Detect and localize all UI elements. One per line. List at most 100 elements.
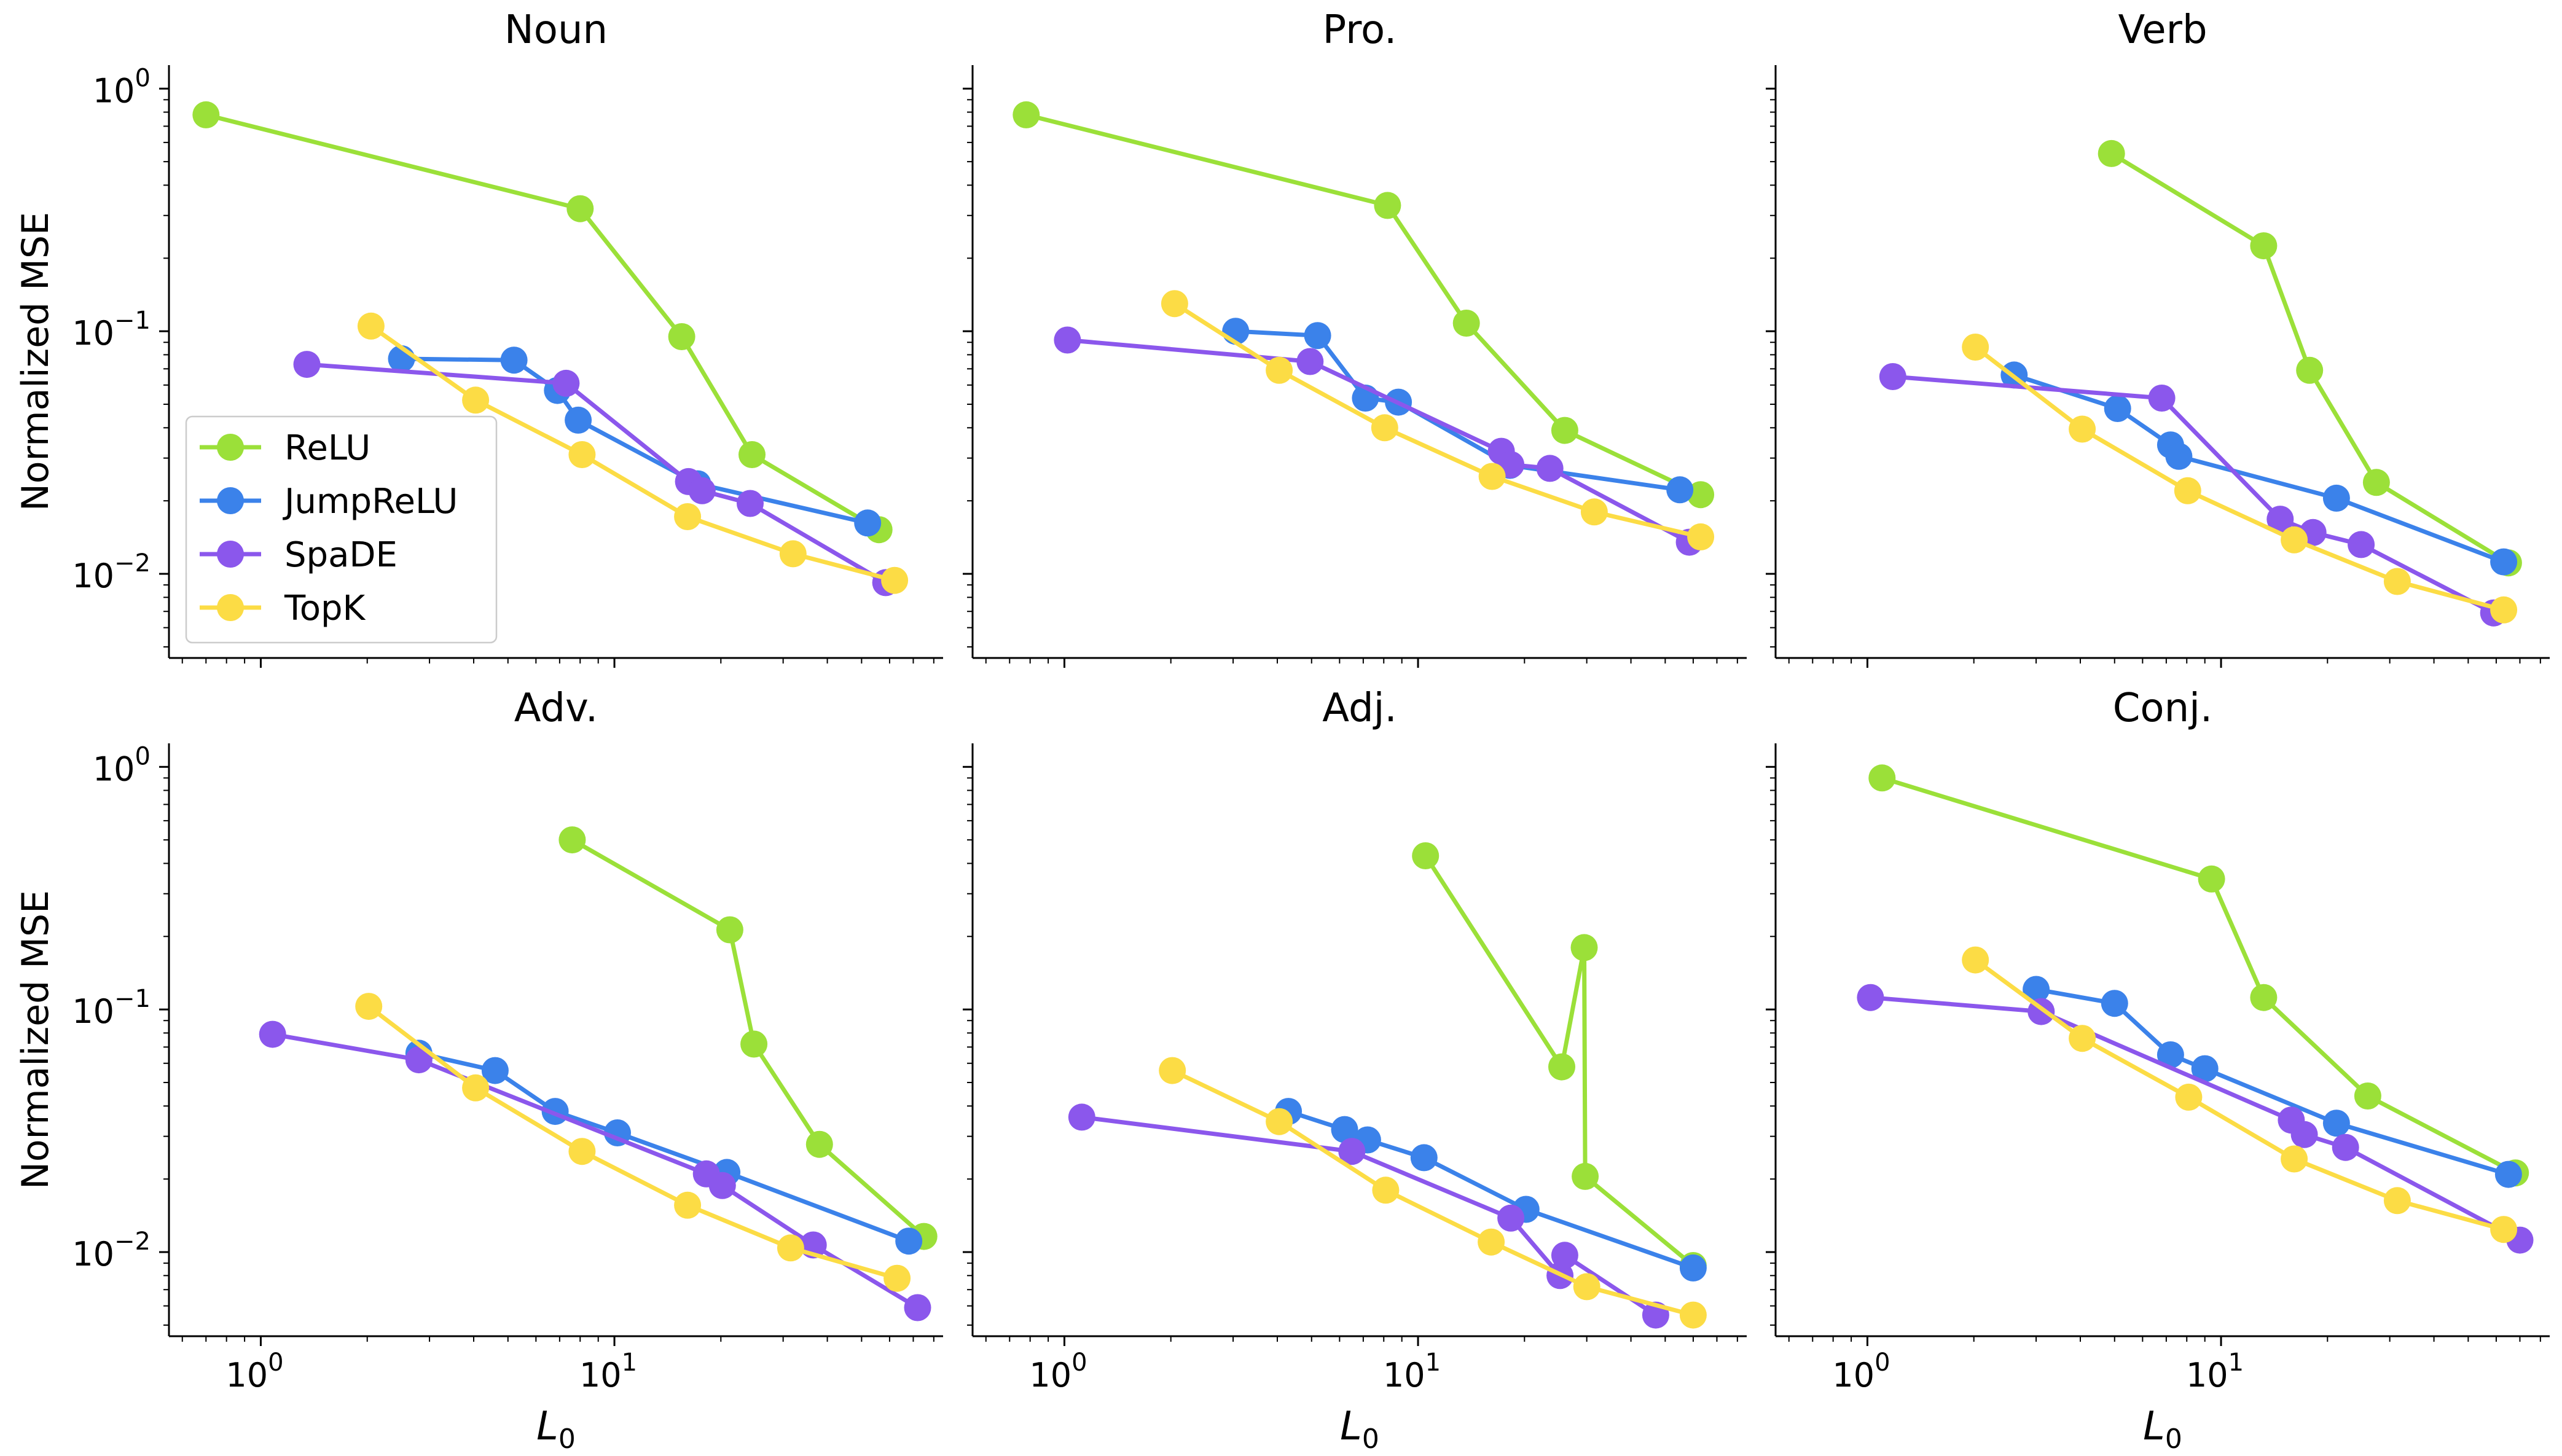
y-tick-label: 100 [93, 64, 151, 110]
x-axis-label: L0 [2143, 1404, 2182, 1455]
data-point [1478, 463, 1506, 490]
data-point [2250, 984, 2278, 1011]
data-point [558, 826, 586, 854]
x-tick-label: 101 [579, 1348, 637, 1395]
data-point [2290, 1121, 2318, 1148]
data-point [1666, 476, 1694, 504]
series-line [401, 356, 868, 525]
legend-label: TopK [284, 589, 366, 628]
series-topk [1159, 1057, 1707, 1329]
data-point [2175, 1083, 2203, 1111]
panel-pro: Pro. [963, 7, 1747, 668]
series-line [1025, 112, 1702, 497]
data-point [674, 1191, 702, 1219]
series-line [2013, 373, 2505, 564]
x-axis-label: L0 [536, 1404, 576, 1455]
data-point [1551, 1242, 1578, 1269]
data-point [674, 503, 702, 530]
data-point [738, 441, 766, 468]
x-axis-label: L0 [1340, 1404, 1379, 1455]
data-point [1452, 310, 1480, 337]
data-point [1548, 1053, 1575, 1081]
data-point [1687, 523, 1715, 550]
panel-title: Pro. [1323, 7, 1397, 53]
panel-title: Noun [504, 7, 608, 53]
x-tick-label: 101 [1383, 1348, 1441, 1395]
data-point [259, 1020, 286, 1048]
legend-label: JumpReLU [283, 482, 458, 522]
data-point [2191, 1055, 2219, 1082]
y-tick-label: 10−2 [72, 1227, 151, 1274]
y-tick-label: 10−2 [72, 549, 151, 595]
data-point [2490, 1216, 2518, 1243]
panel-title: Adj. [1322, 686, 1397, 731]
data-point [462, 386, 490, 414]
data-point [2322, 1110, 2350, 1137]
series-spade [1054, 326, 1703, 556]
data-point [1371, 414, 1398, 442]
series-topk [1161, 290, 1715, 550]
data-point [1159, 1057, 1186, 1084]
legend-label: SpaDE [284, 535, 398, 575]
series-relu [2098, 139, 2522, 577]
data-point [777, 1234, 804, 1262]
data-point [2322, 484, 2350, 512]
x-tick-label: 100 [225, 1348, 283, 1395]
data-point [2069, 1025, 2096, 1052]
data-point [2165, 442, 2193, 470]
legend-marker [217, 487, 244, 514]
data-point [1331, 1116, 1358, 1143]
data-point [1412, 842, 1440, 869]
data-point [2198, 865, 2225, 893]
data-point [565, 406, 592, 434]
y-tick-label: 10−1 [72, 985, 151, 1031]
data-point [566, 195, 594, 222]
data-point [1570, 934, 1598, 961]
data-point [2362, 469, 2390, 496]
legend-frame [185, 415, 498, 644]
x-tick-label: 100 [1029, 1348, 1087, 1395]
data-point [2101, 990, 2128, 1017]
data-point [1536, 455, 1564, 482]
legend-marker [217, 541, 244, 568]
data-point [1962, 334, 1989, 361]
data-point [1338, 1138, 1366, 1165]
data-point [552, 369, 580, 397]
data-point [1572, 1162, 1599, 1190]
series-spade [1068, 1103, 1669, 1329]
data-point [481, 1057, 509, 1084]
series-spade [259, 1020, 931, 1321]
series-relu [192, 101, 893, 544]
data-point [805, 1130, 833, 1158]
data-point [1497, 1204, 1525, 1232]
series-line [1974, 345, 2505, 613]
data-point [1013, 101, 1040, 128]
data-point [2266, 506, 2294, 533]
data-point [2281, 526, 2308, 554]
data-point [1478, 1228, 1505, 1256]
series-line [1173, 302, 1701, 539]
series-jumprelu [1275, 1098, 1707, 1282]
data-point [688, 477, 716, 504]
legend-marker [217, 594, 244, 621]
data-point [2098, 139, 2125, 167]
series-line [1081, 1114, 1657, 1317]
legend-label: ReLU [284, 428, 370, 468]
series-jumprelu [1222, 318, 1694, 504]
series-relu [558, 826, 938, 1250]
data-point [405, 1046, 433, 1074]
x-tick-label: 101 [2186, 1348, 2244, 1395]
series-line [1974, 958, 2505, 1232]
data-point [1580, 498, 1608, 526]
data-point [2069, 415, 2096, 443]
data-point [1304, 322, 1331, 350]
legend-marker [217, 434, 244, 461]
data-point [2148, 385, 2176, 412]
legend-entry: TopK [200, 589, 366, 628]
data-point [737, 490, 764, 517]
series-line [369, 324, 895, 583]
data-point [1573, 1273, 1600, 1301]
